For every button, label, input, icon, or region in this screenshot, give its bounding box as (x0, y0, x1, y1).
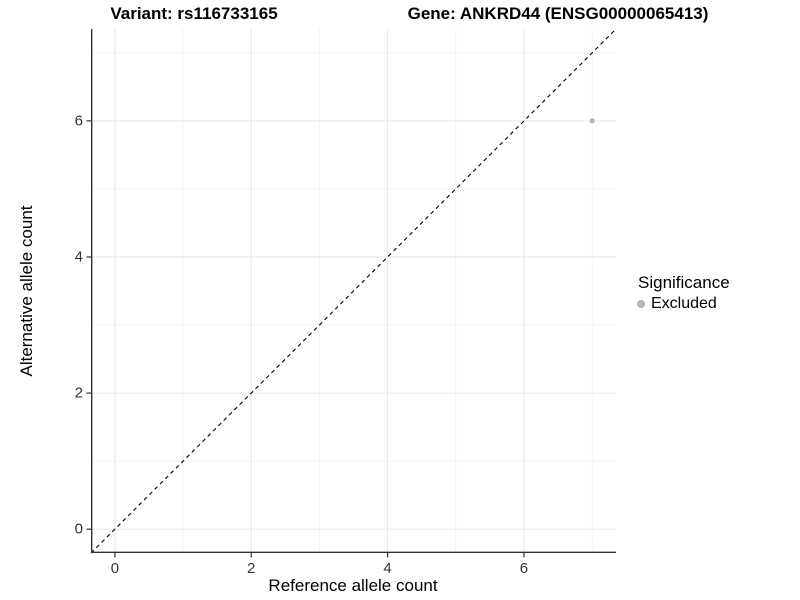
plot-panel: 0 2 4 6 0 2 4 6 (75, 28, 617, 577)
y-axis-title: Alternative allele count (17, 205, 36, 377)
data-point-excluded (589, 118, 595, 124)
legend: Significance Excluded (634, 273, 730, 313)
x-tick-label: 2 (247, 560, 256, 577)
x-tick-label: 4 (383, 560, 392, 577)
y-tick-label: 2 (74, 384, 83, 402)
excluded-marker-icon (637, 300, 645, 308)
plot-canvas (86, 28, 617, 558)
x-tick-label: 0 (110, 560, 120, 577)
x-axis-title: Reference allele count (268, 576, 438, 595)
x-tick-label: 6 (519, 560, 529, 577)
legend-entry-label: Excluded (651, 295, 717, 312)
identity-reference-line (90, 28, 617, 554)
legend-title: Significance (638, 273, 730, 292)
y-tick-label: 4 (74, 248, 83, 266)
gene-title: Gene: ANKRD44 (ENSG00000065413) (407, 4, 709, 23)
variant-title: Variant: rs116733165 (110, 4, 278, 23)
y-tick-label: 0 (74, 520, 83, 538)
y-tick-label: 6 (74, 112, 83, 130)
legend-entry-excluded: Excluded (634, 295, 730, 313)
